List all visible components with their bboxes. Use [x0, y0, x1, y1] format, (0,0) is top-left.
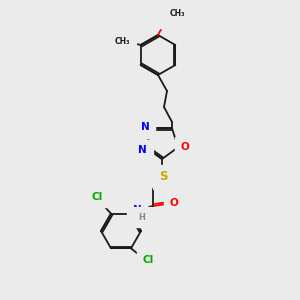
Text: CH₃: CH₃ — [169, 10, 185, 19]
Text: O: O — [181, 142, 190, 152]
Text: N: N — [141, 122, 149, 132]
Text: S: S — [159, 170, 167, 184]
Text: N: N — [139, 145, 147, 155]
Text: O: O — [169, 198, 178, 208]
Text: O: O — [164, 12, 172, 22]
Text: N: N — [133, 205, 141, 215]
Text: Cl: Cl — [92, 192, 103, 202]
Text: Cl: Cl — [142, 255, 154, 265]
Text: CH₃: CH₃ — [115, 37, 130, 46]
Text: H: H — [139, 212, 145, 221]
